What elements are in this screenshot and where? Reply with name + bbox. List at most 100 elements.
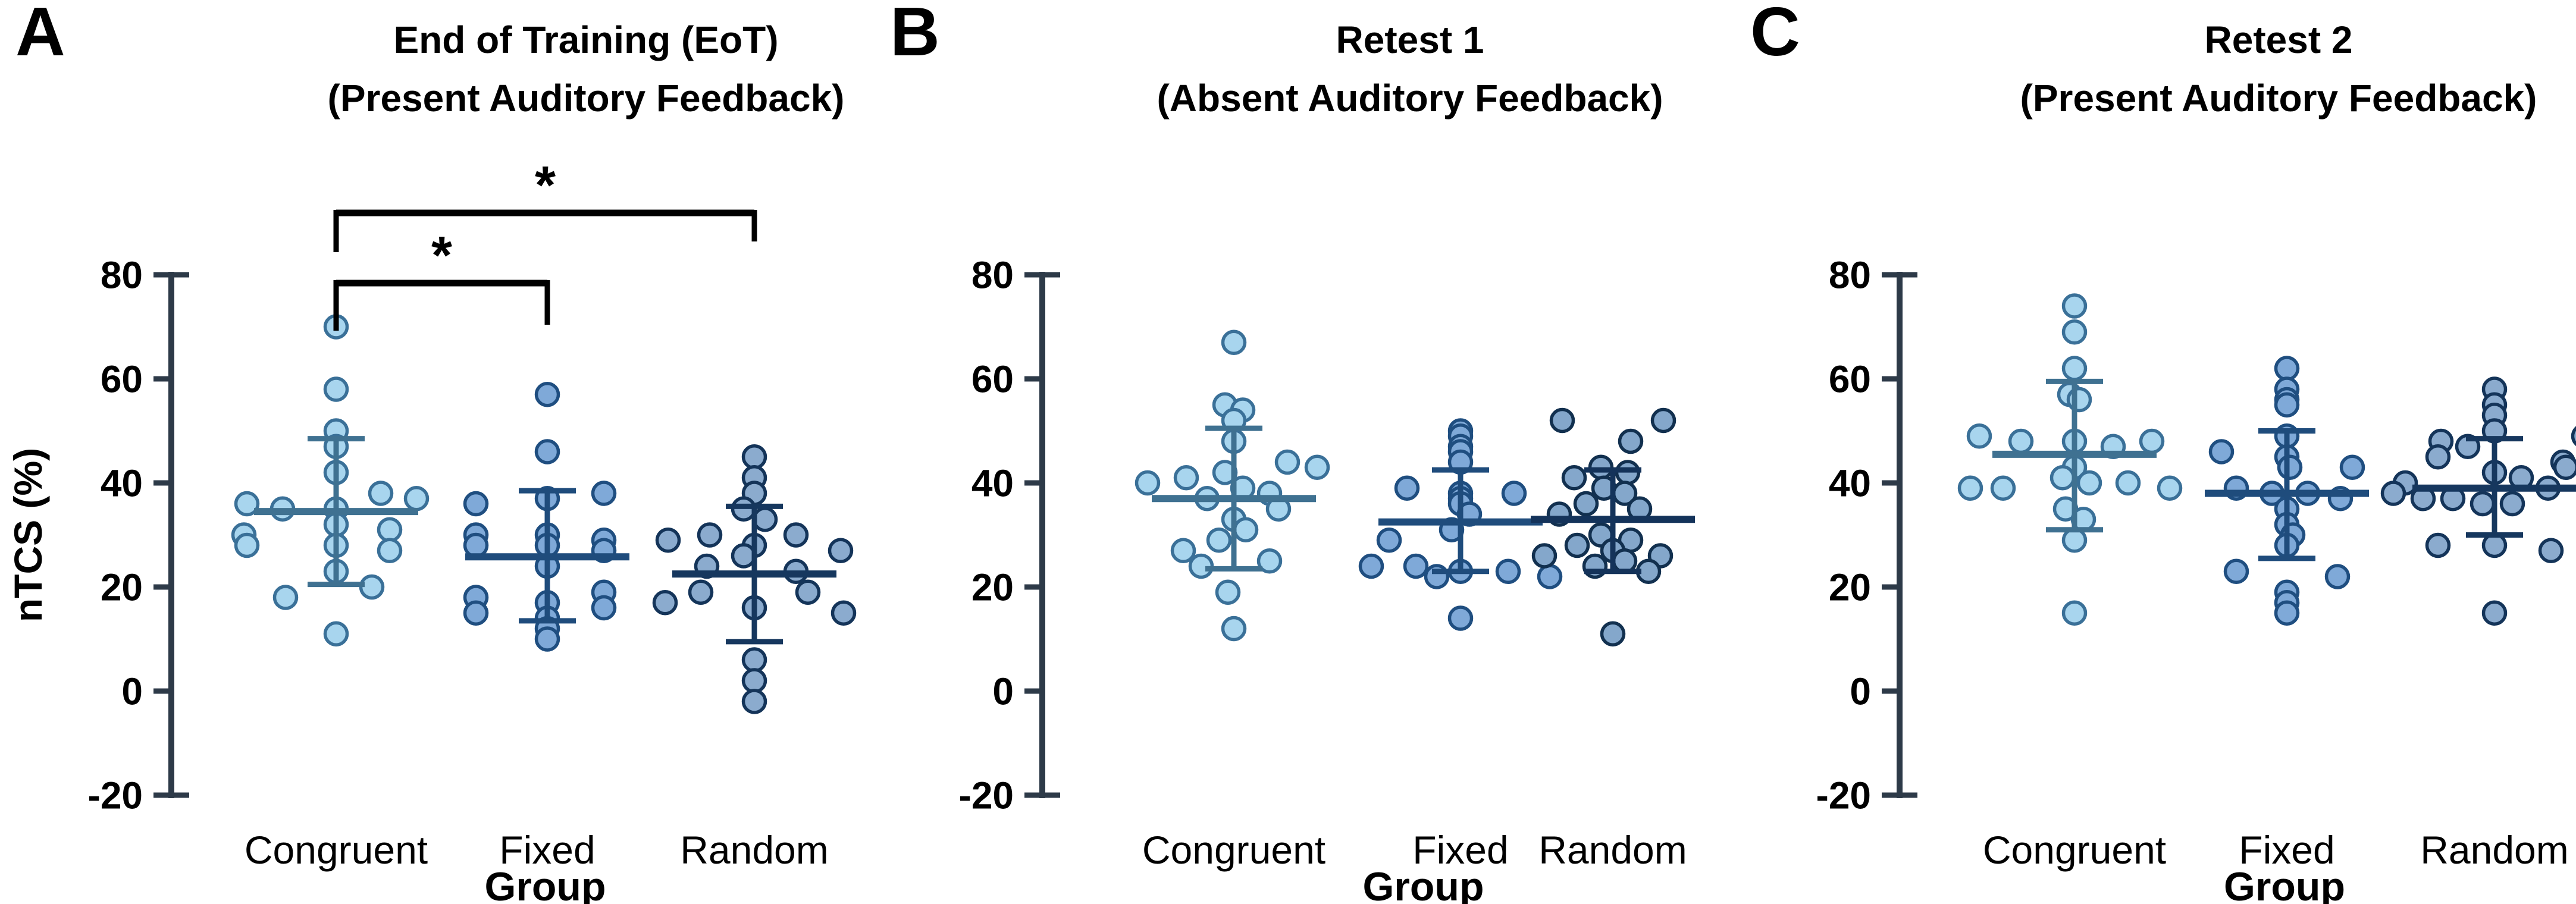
data-point	[377, 538, 403, 563]
data-point	[2076, 470, 2102, 496]
significance-asterisk: *	[431, 226, 452, 285]
panel-b: B Retest 1 (Absent Auditory Feedback) 80…	[863, 0, 1719, 904]
data-point	[2274, 392, 2300, 418]
y-tick-label: 80	[972, 253, 1014, 296]
category-label: Congruent	[245, 828, 428, 872]
data-point	[1274, 449, 1300, 475]
data-point	[2061, 600, 2088, 626]
data-point	[655, 528, 681, 553]
data-point	[591, 595, 617, 621]
data-point	[1173, 465, 1199, 491]
y-tick-label: 60	[972, 357, 1014, 400]
y-axis-title: nTCS (%)	[6, 448, 50, 622]
panel-title-c-line2: (Present Auditory Feedback)	[2020, 77, 2537, 120]
y-tick-label: 20	[972, 566, 1014, 608]
data-point	[1394, 475, 1420, 501]
category-label: Congruent	[1983, 828, 2166, 872]
data-point	[534, 626, 560, 652]
data-point	[2481, 532, 2508, 558]
data-point	[2061, 293, 2088, 319]
category-label: Fixed	[499, 828, 595, 872]
panel-title-b-line2: (Absent Auditory Feedback)	[1157, 77, 1663, 120]
category-label: Random	[2420, 828, 2568, 872]
data-point	[2274, 600, 2300, 626]
data-point	[1549, 407, 1575, 434]
significance-asterisk: *	[535, 156, 556, 215]
data-point	[2061, 528, 2088, 553]
data-point	[463, 491, 489, 517]
data-point	[652, 590, 678, 616]
data-point	[1618, 428, 1644, 454]
category-label: Random	[680, 828, 828, 872]
data-point	[2049, 465, 2076, 491]
y-tick-label: 80	[1829, 253, 1871, 296]
category-label: Congruent	[1142, 828, 1325, 872]
data-point	[1564, 532, 1590, 558]
data-point	[2223, 558, 2249, 584]
x-axis-title: Group	[1363, 864, 1484, 904]
data-point	[741, 647, 767, 673]
panel-title-a-line2: (Present Auditory Feedback)	[327, 77, 845, 120]
data-point	[831, 600, 857, 626]
data-point	[688, 579, 714, 605]
data-point	[377, 517, 403, 542]
data-point	[234, 532, 260, 558]
dot-plot-a: 80 60 40 20 0 -20 nTCS (%) Congruent Fixed Random…	[6, 156, 857, 904]
data-point	[2571, 426, 2576, 447]
data-point	[403, 486, 430, 511]
data-point	[1447, 605, 1474, 631]
data-point	[2274, 356, 2300, 381]
data-point	[591, 481, 617, 506]
data-point	[463, 532, 489, 558]
data-point	[1957, 475, 1983, 501]
data-point	[2008, 428, 2034, 454]
data-point	[2538, 538, 2564, 563]
data-point	[272, 585, 299, 610]
data-point	[2380, 481, 2406, 506]
data-point	[1135, 470, 1161, 496]
data-point	[1256, 548, 1283, 574]
data-point	[463, 600, 489, 626]
data-point	[752, 507, 778, 532]
data-point	[1573, 491, 1599, 517]
data-point	[1376, 528, 1402, 553]
data-point	[1612, 548, 1638, 574]
data-point	[1221, 616, 1247, 642]
data-point	[1403, 553, 1429, 579]
data-point	[741, 668, 767, 693]
data-point	[1221, 329, 1247, 355]
y-tick-label: 60	[101, 357, 143, 400]
data-point	[2208, 439, 2235, 464]
data-point	[2499, 491, 2525, 517]
data-point	[783, 522, 809, 548]
data-point	[2553, 454, 2576, 480]
data-point	[2470, 491, 2496, 517]
data-point	[1650, 407, 1676, 434]
y-tick-label: -20	[88, 774, 143, 817]
data-point	[1990, 475, 2016, 501]
category-label: Fixed	[1412, 828, 1508, 872]
y-tick-label: 0	[992, 670, 1014, 712]
data-point	[2157, 475, 2183, 501]
data-point	[1215, 579, 1241, 605]
x-axis-title: Group	[485, 864, 606, 904]
data-point	[1170, 538, 1196, 563]
data-point	[1233, 517, 1259, 542]
panel-a: A End of Training (EoT) (Present Auditor…	[0, 0, 863, 904]
data-point	[1358, 553, 1384, 579]
data-point	[741, 689, 767, 714]
data-point	[2139, 428, 2165, 454]
panel-title-c: Retest 2 (Present Auditory Feedback)	[1922, 11, 2576, 127]
data-point	[1537, 564, 1563, 589]
data-point	[2115, 470, 2141, 496]
data-point	[2425, 444, 2451, 470]
data-point	[368, 481, 394, 506]
data-point	[534, 439, 560, 464]
category-label: Random	[1538, 828, 1687, 872]
data-point	[1531, 543, 1557, 569]
data-point	[828, 538, 854, 563]
x-axis-title: Group	[2224, 864, 2345, 904]
data-point	[1966, 423, 1992, 449]
y-tick-label: 40	[1829, 462, 1871, 504]
